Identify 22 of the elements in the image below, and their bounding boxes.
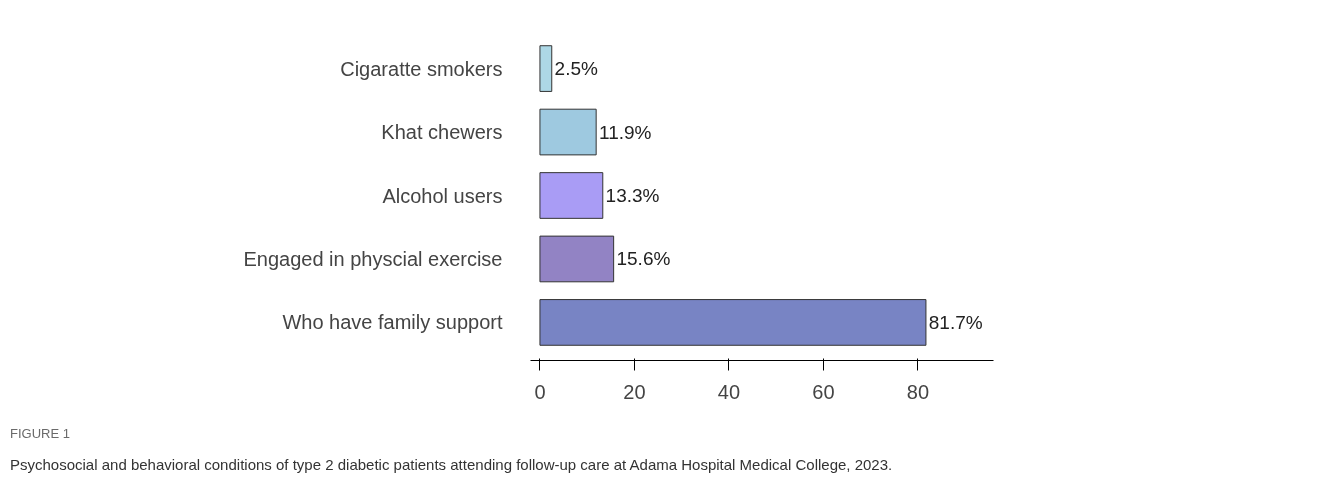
text: Psychosocial and behavioral conditions of type 2 diabetic patients attending follow-up care at Adama Hospital Medical College, 2023. [10, 454, 893, 475]
data-label: 81.7% [928, 311, 983, 333]
bar [539, 108, 597, 156]
data-label: 15.6% [616, 248, 671, 270]
y-tick-label: Engaged in physcial exercise [243, 247, 503, 270]
y-tick-label: Cigaratte smokers [340, 57, 503, 80]
x-tick-label: 40 [717, 380, 741, 403]
x-tick-label: 60 [812, 380, 835, 403]
bar [539, 299, 927, 346]
y-tick-label: Alcohol users [382, 184, 503, 207]
bar [539, 235, 615, 283]
data-label: 2.5% [554, 58, 599, 80]
bar [539, 45, 553, 92]
text: FIGURE 1 [10, 425, 70, 443]
x-tick-label: 20 [623, 380, 646, 403]
y-tick-label: Khat chewers [381, 121, 503, 144]
x-tick-label: 80 [906, 380, 930, 403]
data-label: 11.9% [599, 121, 652, 143]
x-tick-label: 0 [534, 380, 546, 403]
data-label: 13.3% [605, 185, 660, 206]
bar [539, 172, 604, 219]
y-tick-label: Who have family support [282, 311, 503, 334]
